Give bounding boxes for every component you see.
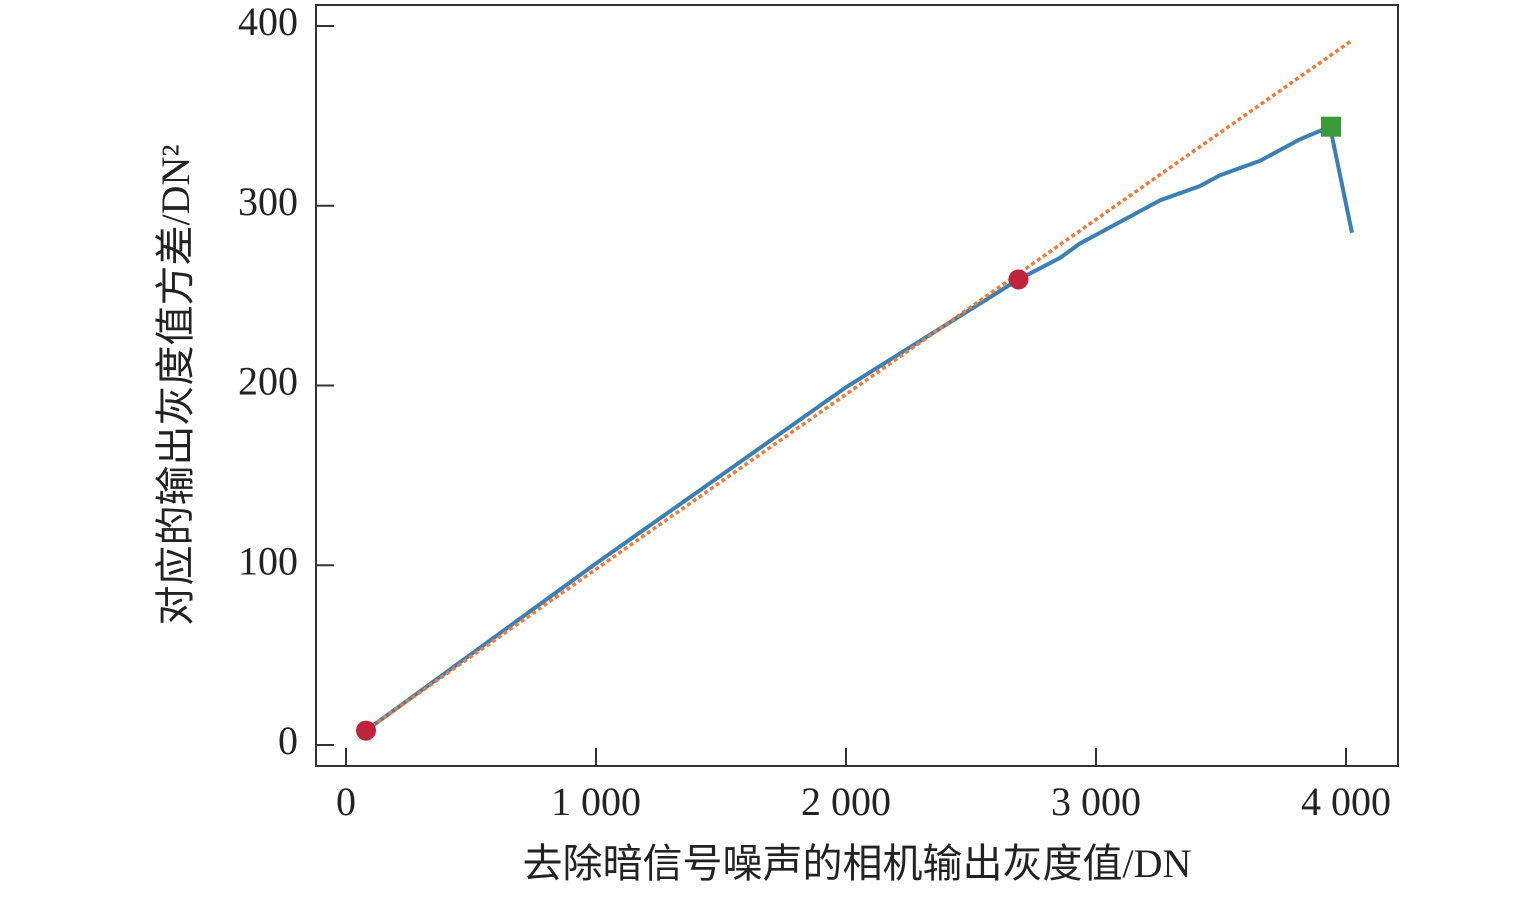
x-tick-label: 3 000 bbox=[1051, 779, 1141, 824]
y-axis-label: 对应的输出灰度值方差/DN² bbox=[153, 145, 198, 626]
x-tick-label: 2 000 bbox=[801, 779, 891, 824]
x-tick-label: 4 000 bbox=[1301, 779, 1391, 824]
y-tick-label: 400 bbox=[238, 0, 298, 44]
x-tick-label: 1 000 bbox=[551, 779, 641, 824]
point-marker bbox=[1008, 269, 1029, 290]
y-tick-label: 0 bbox=[278, 718, 298, 763]
point-marker bbox=[1321, 116, 1341, 137]
data-line bbox=[364, 123, 1354, 733]
x-tick-label: 0 bbox=[336, 779, 356, 824]
y-tick-label: 300 bbox=[238, 179, 298, 224]
point-marker bbox=[356, 720, 376, 741]
x-axis-label: 去除暗信号噪声的相机输出灰度值/DN bbox=[523, 841, 1192, 886]
fit-line bbox=[364, 38, 1354, 732]
y-tick-label: 100 bbox=[238, 538, 298, 583]
y-tick-label: 200 bbox=[238, 359, 298, 404]
